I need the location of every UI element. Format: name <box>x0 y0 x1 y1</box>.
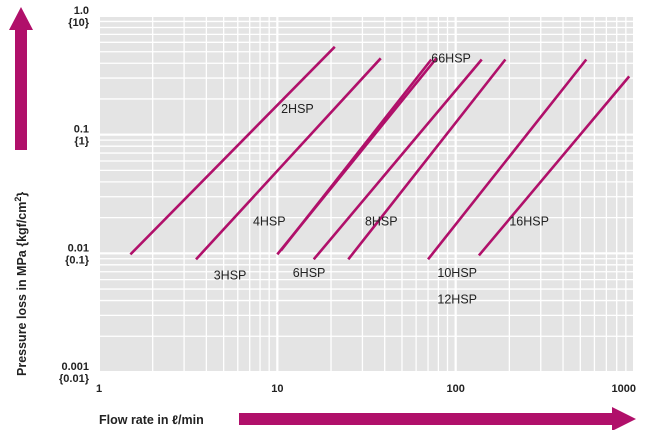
grid <box>98 15 635 373</box>
y-tick-label: 0.1 <box>74 124 89 136</box>
series-label: 12HSP <box>437 292 477 306</box>
series-label: 2HSP <box>281 102 314 116</box>
x-tick-label: 1 <box>96 383 102 395</box>
y-tick-sublabel: {0.01} <box>59 373 90 385</box>
x-axis-arrow <box>239 407 636 430</box>
series-label: 4HSP <box>253 215 286 229</box>
y-axis-arrow <box>9 7 33 150</box>
series-line-16hsp <box>477 75 631 257</box>
series-line-2hsp <box>129 45 336 256</box>
x-tick-label: 100 <box>446 383 464 395</box>
x-tick-label: 10 <box>271 383 283 395</box>
series-label: 16HSP <box>509 215 549 229</box>
y-tick-sublabel: {10} <box>68 17 90 29</box>
y-tick-label: 1.0 <box>74 5 89 17</box>
y-tick-sublabel: {0.1} <box>65 254 90 266</box>
series-line-66hsp <box>312 58 483 261</box>
series-label: 66HSP <box>431 51 471 65</box>
series-line-10hsp <box>427 58 588 261</box>
x-axis-title: Flow rate in ℓ/min <box>99 413 204 427</box>
series-line-6hsp <box>280 58 433 252</box>
x-tick-labels: 1 10 100 1000 <box>96 383 636 395</box>
y-tick-sublabel: {1} <box>74 136 89 148</box>
y-tick-label: 0.01 <box>68 242 89 254</box>
series-label: 8HSP <box>365 215 398 229</box>
y-tick-labels: 1.0{10} 0.1{1} 0.01{0.1} 0.001{0.01} <box>59 5 90 385</box>
series-line-8hsp <box>347 58 507 261</box>
series-lines <box>129 45 631 261</box>
series-label: 3HSP <box>214 269 247 283</box>
plot-background <box>99 16 634 372</box>
series-labels: 2HSP 3HSP 4HSP 6HSP 66HSP 8HSP 10HSP 12HSP 16HSP <box>214 51 549 306</box>
series-line-3hsp <box>195 57 382 261</box>
series-label: 6HSP <box>293 266 326 280</box>
y-axis-title: Pressure loss in MPa {kgf/cm2} <box>13 192 29 376</box>
series-label: 10HSP <box>437 266 477 280</box>
x-tick-label: 1000 <box>612 383 636 395</box>
y-tick-label: 0.001 <box>61 361 89 373</box>
